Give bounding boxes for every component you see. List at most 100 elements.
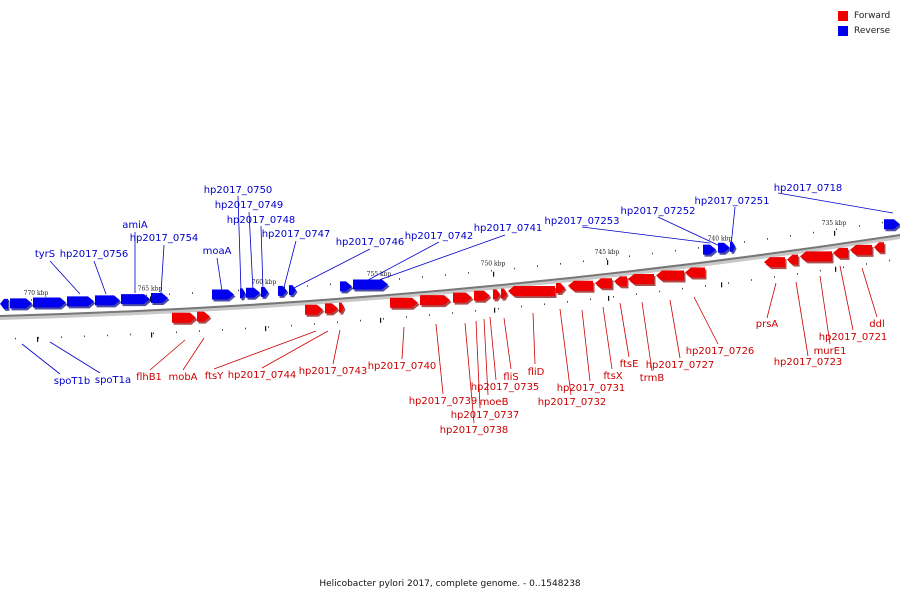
gene-arrow xyxy=(10,298,34,311)
gene-label-moeb: moeB xyxy=(480,397,509,408)
scale-dot xyxy=(383,318,384,320)
scale-dot xyxy=(583,260,584,263)
gene-arrow xyxy=(501,288,509,301)
scale-dot xyxy=(130,333,131,336)
gene-arrow xyxy=(656,270,686,283)
scale-dot xyxy=(705,285,706,287)
scale-dot xyxy=(560,263,561,265)
leader-line xyxy=(282,240,297,292)
scale-dot xyxy=(659,290,660,293)
gene-label-hp2017-0750: hp2017_0750 xyxy=(204,185,273,196)
gene-arrow xyxy=(493,289,502,302)
scale-dot xyxy=(675,249,676,252)
gene-label-hp2017-0742: hp2017_0742 xyxy=(405,231,474,242)
major-tick xyxy=(380,317,382,323)
scale-dot xyxy=(330,283,331,286)
scale-dot xyxy=(107,334,108,337)
tick-label: 770 kbp xyxy=(24,290,49,297)
scale-dot xyxy=(537,265,538,267)
scale-dot xyxy=(790,235,791,237)
gene-label-ftsx: ftsX xyxy=(603,371,622,382)
scale-dot xyxy=(889,259,890,262)
scale-dot xyxy=(744,241,745,243)
gene-label-tyrs: tyrS xyxy=(35,249,55,260)
leader-line xyxy=(237,195,242,292)
leader-line xyxy=(49,260,81,295)
gene-arrow xyxy=(261,287,270,300)
gene-arrow xyxy=(420,295,452,308)
gene-arrow xyxy=(787,254,800,267)
scale-dot xyxy=(15,337,16,340)
gene-label-hp2017-07253: hp2017_07253 xyxy=(545,216,620,227)
major-tick xyxy=(607,259,609,265)
major-tick xyxy=(151,332,153,338)
gene-arrow xyxy=(685,267,707,280)
legend-reverse-label: Reverse xyxy=(854,25,891,36)
scale-dot xyxy=(751,279,752,281)
scale-dot xyxy=(422,276,423,278)
scale-dot xyxy=(61,336,62,338)
scale-dot xyxy=(429,314,430,316)
scale-dot xyxy=(698,247,699,249)
gene-label-hp2017-0718: hp2017_0718 xyxy=(774,183,843,194)
gene-label-ddl: ddl xyxy=(869,319,884,330)
gene-arrow xyxy=(121,294,152,307)
legend-forward: Forward xyxy=(838,8,890,23)
leader-line xyxy=(160,244,165,294)
gene-label-trmb: trmB xyxy=(640,373,665,384)
leader-line xyxy=(777,192,894,214)
gene-label-prsa: prsA xyxy=(756,319,779,330)
gene-arrow xyxy=(874,242,886,255)
scale-dot xyxy=(521,305,522,308)
leader-line xyxy=(216,257,223,292)
gene-arrow xyxy=(151,292,170,305)
scale-dot xyxy=(629,255,630,257)
gene-label-flid: fliD xyxy=(528,367,545,378)
scale-dot xyxy=(284,286,285,289)
scale-dot xyxy=(31,299,32,301)
tick-label: 760 kbp xyxy=(252,279,277,286)
gene-arrow xyxy=(508,285,557,298)
scale-dot xyxy=(682,287,683,290)
gene-label-mure1: murE1 xyxy=(814,346,847,357)
gene-label-hp2017-0726: hp2017_0726 xyxy=(686,346,755,357)
scale-dot xyxy=(475,310,476,312)
major-tick xyxy=(835,266,837,272)
leader-line xyxy=(483,318,489,396)
gene-label-spot1b: spoT1b xyxy=(54,376,91,387)
genome-axis xyxy=(0,234,900,317)
scale-dot xyxy=(245,327,246,330)
major-tick xyxy=(608,295,610,301)
gene-label-hp2017-0721: hp2017_0721 xyxy=(819,332,888,343)
gene-arrow xyxy=(340,281,354,294)
scale-dot xyxy=(498,307,499,310)
gene-arrow xyxy=(556,282,567,295)
gene-label-hp2017-0744: hp2017_0744 xyxy=(228,370,297,381)
scale-dot xyxy=(238,289,239,292)
map-caption: Helicobacter pylori 2017, complete genom… xyxy=(319,579,581,589)
scale-dot xyxy=(567,301,568,303)
leader-line xyxy=(213,330,317,370)
gene-arrow xyxy=(278,285,289,298)
gene-label-hp2017-0737: hp2017_0737 xyxy=(451,410,520,421)
forward-swatch xyxy=(838,10,848,21)
gene-arrow xyxy=(67,296,96,309)
leader-line xyxy=(602,306,613,370)
gene-label-hp2017-0732: hp2017_0732 xyxy=(538,397,607,408)
leader-line xyxy=(464,322,475,424)
gene-label-moba: mobA xyxy=(168,372,197,383)
gene-arrow xyxy=(730,241,737,254)
scale-dot xyxy=(774,276,775,278)
gene-arrow xyxy=(474,290,492,303)
scale-dot xyxy=(199,330,200,332)
gene-arrow xyxy=(325,303,340,316)
gene-arrow xyxy=(833,247,850,260)
gene-arrow xyxy=(212,289,236,302)
leader-line xyxy=(641,301,653,372)
scale-dot xyxy=(590,298,591,301)
legend: Forward Reverse xyxy=(838,8,890,38)
scale-dot xyxy=(491,269,492,272)
leader-line xyxy=(182,337,205,371)
leader-line xyxy=(475,320,481,409)
